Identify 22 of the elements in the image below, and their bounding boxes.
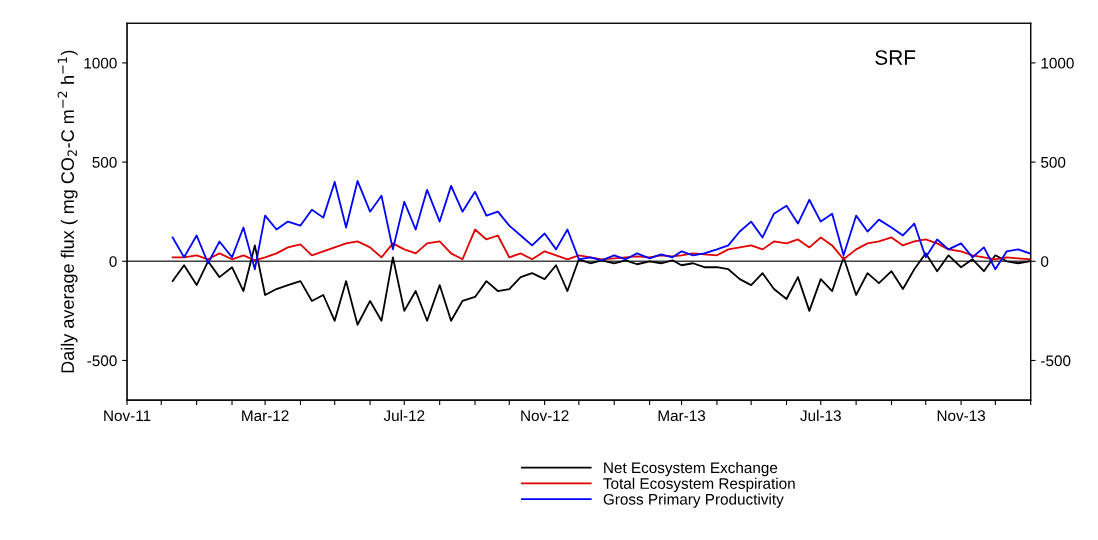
y-tick-label: -500	[87, 355, 117, 367]
legend-label: Net Ecosystem Exchange	[604, 461, 778, 477]
x-tick-label: Mar-12	[242, 410, 289, 422]
y2-tick-label: -500	[1041, 355, 1071, 367]
x-tick-label: Nov-12	[521, 410, 569, 422]
y2-tick-label: 500	[1041, 156, 1066, 168]
y-tick-label: 1000	[84, 57, 117, 69]
line-series	[171, 180, 1031, 271]
legend-label: Total Ecosystem Respiration	[603, 477, 795, 492]
x-tick-label: Nov-13	[937, 410, 986, 422]
line-series	[171, 228, 1031, 262]
x-tick-label: Mar-13	[658, 410, 706, 422]
y2-tick-label: 0	[1041, 256, 1049, 267]
annotation: SRF	[875, 50, 916, 65]
y-tick-label: 0	[109, 256, 117, 267]
x-tick-label: Nov-11	[104, 410, 151, 422]
x-tick-label: Jul-12	[383, 409, 425, 422]
x-tick-label: Jul-13	[800, 409, 841, 422]
y-axis-title: Daily average flux ( mg CO$_{2}$-C m$^{−2}$ h$^{−1}$)	[57, 50, 78, 373]
y2-tick-label: 1000	[1041, 57, 1074, 69]
legend-label: Gross Primary Productivity	[603, 493, 784, 508]
y-tick-label: 500	[92, 156, 117, 168]
